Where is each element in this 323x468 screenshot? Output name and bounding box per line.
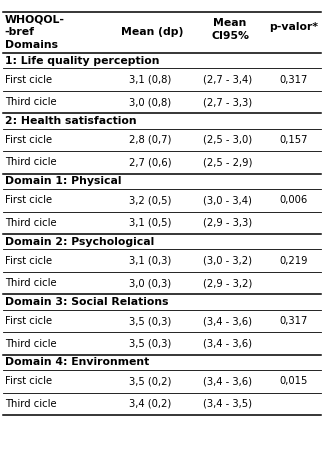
Text: 3,0 (0,8): 3,0 (0,8)	[129, 97, 171, 107]
Text: First cicle: First cicle	[5, 195, 52, 205]
Text: 0,317: 0,317	[280, 316, 308, 326]
Text: First cicle: First cicle	[5, 135, 52, 145]
Text: (2,5 - 2,9): (2,5 - 2,9)	[203, 157, 252, 168]
Text: First cicle: First cicle	[5, 376, 52, 387]
Text: 2,7 (0,6): 2,7 (0,6)	[129, 157, 172, 168]
Text: 3,2 (0,5): 3,2 (0,5)	[129, 195, 172, 205]
Text: (3,4 - 3,6): (3,4 - 3,6)	[203, 376, 252, 387]
Text: WHOQOL-: WHOQOL-	[5, 15, 65, 25]
Text: 3,5 (0,3): 3,5 (0,3)	[129, 316, 171, 326]
Text: 0,219: 0,219	[280, 256, 308, 266]
Text: p-valor*: p-valor*	[269, 22, 318, 32]
Text: Third cicle: Third cicle	[5, 218, 57, 228]
Text: 3,1 (0,5): 3,1 (0,5)	[129, 218, 172, 228]
Text: 0,317: 0,317	[280, 74, 308, 85]
Text: (2,7 - 3,3): (2,7 - 3,3)	[203, 97, 252, 107]
Text: Third cicle: Third cicle	[5, 338, 57, 349]
Text: (3,4 - 3,6): (3,4 - 3,6)	[203, 338, 252, 349]
Text: Mean: Mean	[214, 18, 247, 28]
Text: Domains: Domains	[5, 40, 58, 50]
Text: 3,5 (0,3): 3,5 (0,3)	[129, 338, 171, 349]
Text: Mean (dp): Mean (dp)	[121, 27, 184, 37]
Text: 1: Life quality perception: 1: Life quality perception	[5, 56, 159, 66]
Text: 3,1 (0,8): 3,1 (0,8)	[129, 74, 171, 85]
Text: 3,5 (0,2): 3,5 (0,2)	[129, 376, 172, 387]
Text: 3,1 (0,3): 3,1 (0,3)	[129, 256, 171, 266]
Text: (3,0 - 3,2): (3,0 - 3,2)	[203, 256, 252, 266]
Text: 0,157: 0,157	[280, 135, 308, 145]
Text: (2,9 - 3,3): (2,9 - 3,3)	[203, 218, 252, 228]
Text: Domain 1: Physical: Domain 1: Physical	[5, 176, 121, 186]
Text: Third cicle: Third cicle	[5, 278, 57, 288]
Text: Third cicle: Third cicle	[5, 157, 57, 168]
Text: CI95%: CI95%	[211, 31, 249, 41]
Text: First cicle: First cicle	[5, 74, 52, 85]
Text: 2: Health satisfaction: 2: Health satisfaction	[5, 116, 137, 126]
Text: (2,7 - 3,4): (2,7 - 3,4)	[203, 74, 252, 85]
Text: Third cicle: Third cicle	[5, 97, 57, 107]
Text: (3,0 - 3,4): (3,0 - 3,4)	[203, 195, 252, 205]
Text: First cicle: First cicle	[5, 256, 52, 266]
Text: 0,015: 0,015	[280, 376, 308, 387]
Text: 3,4 (0,2): 3,4 (0,2)	[129, 399, 171, 409]
Text: Third cicle: Third cicle	[5, 399, 57, 409]
Text: First cicle: First cicle	[5, 316, 52, 326]
Text: Domain 3: Social Relations: Domain 3: Social Relations	[5, 297, 168, 307]
Text: 2,8 (0,7): 2,8 (0,7)	[129, 135, 172, 145]
Text: (3,4 - 3,5): (3,4 - 3,5)	[203, 399, 252, 409]
Text: (2,5 - 3,0): (2,5 - 3,0)	[203, 135, 252, 145]
Text: -bref: -bref	[5, 27, 35, 37]
Text: 0,006: 0,006	[280, 195, 308, 205]
Text: Domain 4: Environment: Domain 4: Environment	[5, 358, 149, 367]
Text: (2,9 - 3,2): (2,9 - 3,2)	[203, 278, 252, 288]
Text: 3,0 (0,3): 3,0 (0,3)	[129, 278, 171, 288]
Text: Domain 2: Psychological: Domain 2: Psychological	[5, 237, 154, 247]
Text: (3,4 - 3,6): (3,4 - 3,6)	[203, 316, 252, 326]
